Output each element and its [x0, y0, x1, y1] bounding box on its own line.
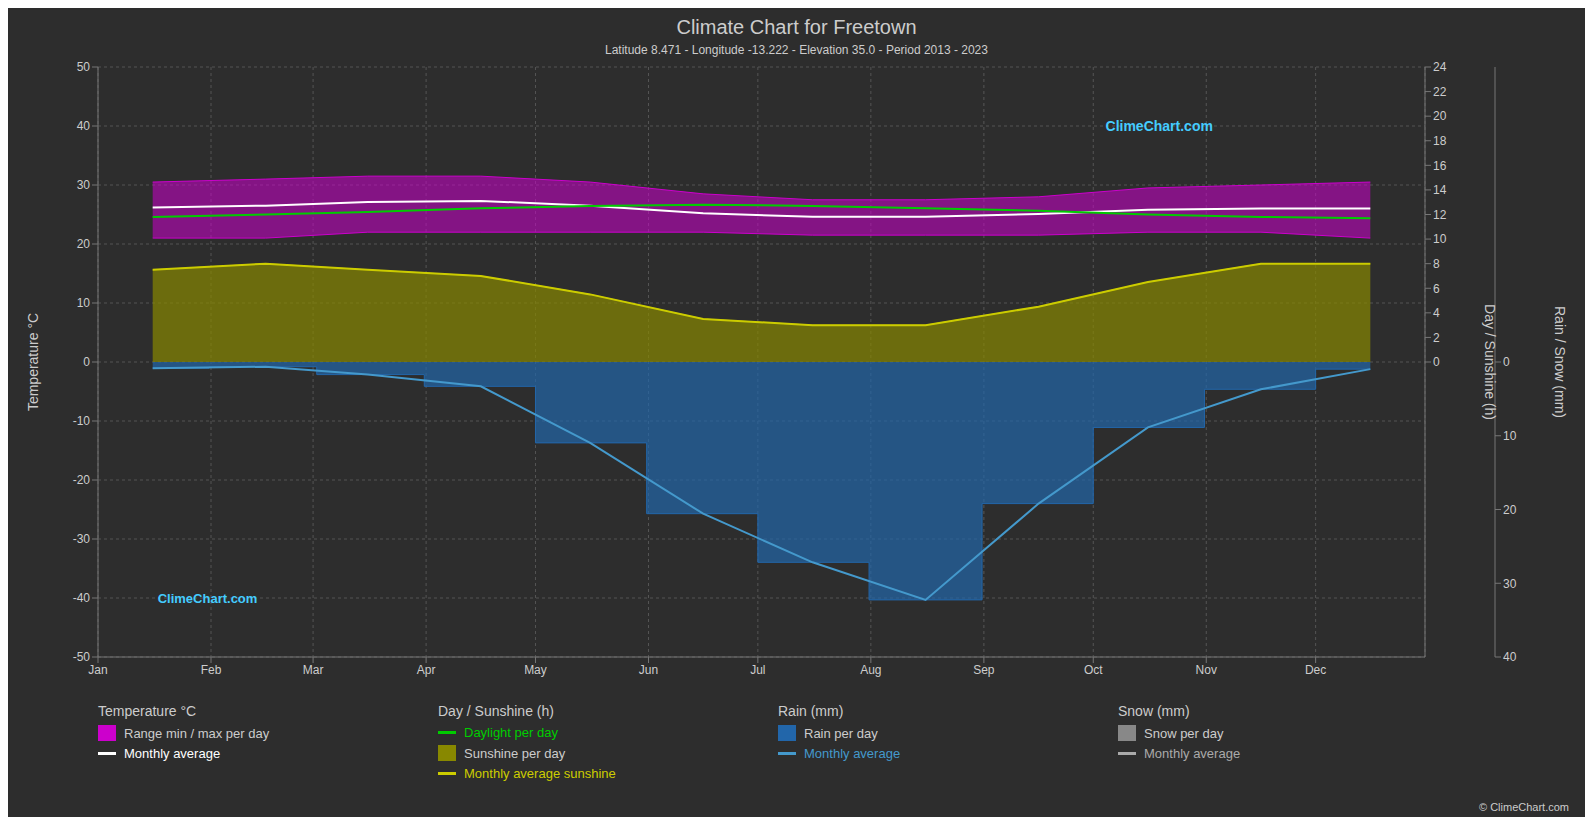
svg-text:Jan: Jan [88, 663, 107, 677]
svg-text:Jun: Jun [639, 663, 658, 677]
svg-text:ClimeChart.com: ClimeChart.com [1106, 118, 1213, 134]
svg-text:14: 14 [1433, 183, 1447, 197]
html-text:Temperature °C: Temperature °C [98, 703, 197, 719]
svg-text:30: 30 [77, 178, 91, 192]
html-text:Climate Chart for Freetown: Climate Chart for Freetown [676, 16, 917, 38]
svg-text:10: 10 [1503, 429, 1517, 443]
svg-text:Oct: Oct [1084, 663, 1103, 677]
svg-text:0: 0 [83, 355, 90, 369]
svg-text:40: 40 [1503, 650, 1517, 664]
svg-text:ClimeChart.com: ClimeChart.com [158, 591, 258, 606]
svg-text:Rain / Snow (mm): Rain / Snow (mm) [1552, 306, 1568, 418]
svg-text:Dec: Dec [1305, 663, 1326, 677]
svg-text:Day / Sunshine (h): Day / Sunshine (h) [1482, 304, 1498, 420]
svg-text:0: 0 [1503, 355, 1510, 369]
svg-text:-20: -20 [73, 473, 91, 487]
html-text:Rain (mm): Rain (mm) [778, 703, 844, 719]
html-text:Range min / max per day: Range min / max per day [124, 725, 270, 741]
svg-text:24: 24 [1433, 60, 1447, 74]
svg-text:Sep: Sep [973, 663, 995, 677]
svg-text:20: 20 [1503, 503, 1517, 517]
svg-text:6: 6 [1433, 282, 1440, 296]
svg-text:Mar: Mar [303, 663, 324, 677]
svg-text:Apr: Apr [417, 663, 436, 677]
html-text:Snow per day: Snow per day [1144, 725, 1224, 741]
svg-text:Temperature °C: Temperature °C [25, 313, 41, 411]
svg-text:Nov: Nov [1196, 663, 1217, 677]
svg-text:Feb: Feb [201, 663, 222, 677]
html-text:Monthly average: Monthly average [804, 746, 901, 761]
svg-text:22: 22 [1433, 85, 1447, 99]
html-text:Monthly average: Monthly average [1144, 746, 1241, 761]
html-text:Rain per day: Rain per day [804, 725, 878, 741]
svg-text:10: 10 [1433, 232, 1447, 246]
html-text:Sunshine per day: Sunshine per day [464, 745, 566, 761]
html-text:Daylight per day: Daylight per day [464, 725, 558, 740]
svg-text:2: 2 [1433, 331, 1440, 345]
svg-text:30: 30 [1503, 577, 1517, 591]
svg-text:10: 10 [77, 296, 91, 310]
svg-text:0: 0 [1433, 355, 1440, 369]
svg-text:May: May [524, 663, 547, 677]
html-text:Monthly average: Monthly average [124, 746, 221, 761]
html-text:© ClimeChart.com: © ClimeChart.com [1479, 801, 1569, 813]
svg-text:50: 50 [77, 60, 91, 74]
html-text:Snow (mm): Snow (mm) [1118, 703, 1190, 719]
html-text:Monthly average sunshine: Monthly average sunshine [464, 766, 616, 781]
svg-text:Aug: Aug [860, 663, 881, 677]
html-text:Day / Sunshine (h): Day / Sunshine (h) [438, 703, 554, 719]
svg-text:-40: -40 [73, 591, 91, 605]
svg-text:-50: -50 [73, 650, 91, 664]
svg-text:20: 20 [1433, 109, 1447, 123]
svg-text:16: 16 [1433, 159, 1447, 173]
svg-text:Jul: Jul [750, 663, 765, 677]
svg-text:12: 12 [1433, 208, 1447, 222]
svg-text:4: 4 [1433, 306, 1440, 320]
svg-text:18: 18 [1433, 134, 1447, 148]
svg-text:8: 8 [1433, 257, 1440, 271]
html-text:Latitude 8.471 - Longitude -13: Latitude 8.471 - Longitude -13.222 - Ele… [605, 43, 988, 57]
svg-text:-30: -30 [73, 532, 91, 546]
svg-text:40: 40 [77, 119, 91, 133]
svg-text:-10: -10 [73, 414, 91, 428]
svg-text:20: 20 [77, 237, 91, 251]
